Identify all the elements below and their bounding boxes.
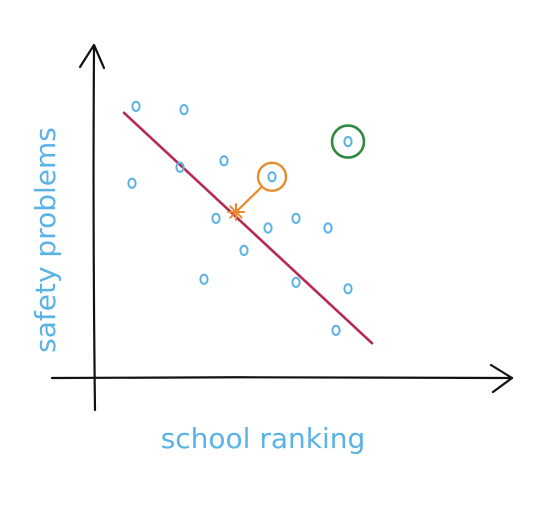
data-point (131, 100, 141, 113)
y-axis (92, 44, 97, 412)
y-axis-arrowhead (78, 43, 106, 70)
data-point (199, 273, 209, 285)
data-point (211, 212, 221, 224)
x-axis (50, 376, 514, 380)
outlier-point (343, 136, 353, 148)
data-point (267, 171, 277, 183)
data-point (343, 283, 353, 295)
y-axis-label: safety problems (29, 127, 62, 353)
data-point (291, 212, 301, 224)
data-point (179, 104, 189, 116)
data-point (219, 155, 229, 167)
data-point (263, 222, 273, 234)
chart-axes (50, 43, 514, 412)
data-point (127, 177, 137, 189)
data-point (331, 324, 341, 336)
highlighted-point-ring (256, 161, 288, 193)
data-point (323, 222, 333, 234)
regression-line (122, 111, 374, 345)
projection-marker (227, 203, 245, 221)
data-point (175, 161, 185, 173)
data-point (291, 276, 301, 288)
x-axis-arrowhead (489, 363, 514, 394)
x-axis-label: school ranking (161, 422, 366, 455)
data-point (239, 244, 249, 256)
outlier-ring (330, 124, 366, 159)
